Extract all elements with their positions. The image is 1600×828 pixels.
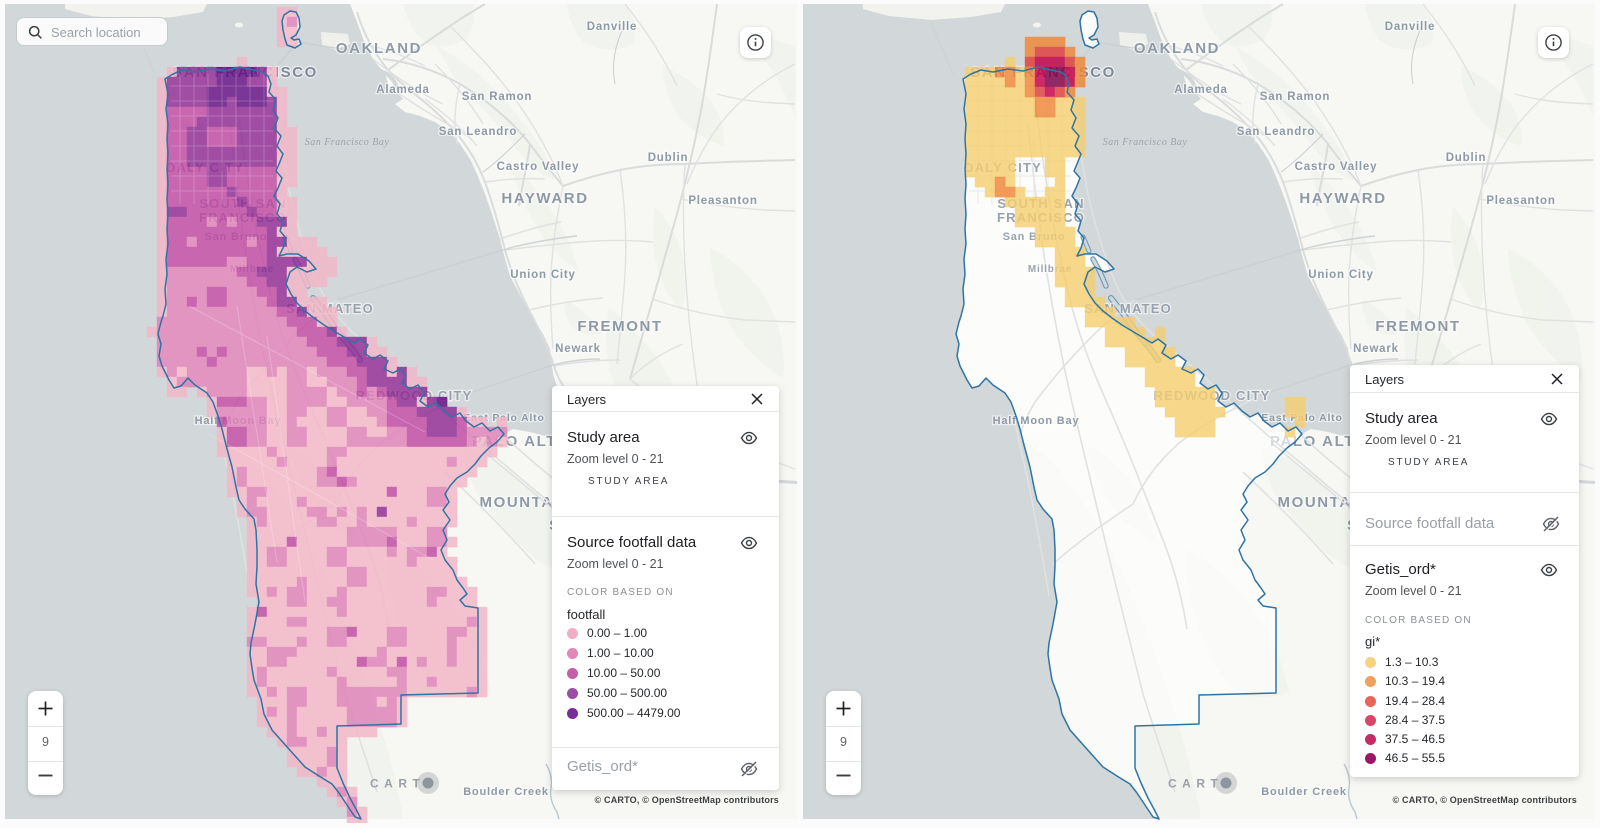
svg-text:Pleasanton: Pleasanton (688, 195, 757, 207)
svg-text:OAKLAND: OAKLAND (336, 40, 422, 57)
svg-text:Boulder Creek: Boulder Creek (463, 786, 549, 798)
svg-text:Alameda: Alameda (376, 84, 430, 96)
svg-text:Dublin: Dublin (648, 152, 689, 164)
svg-text:San Leandro: San Leandro (439, 126, 517, 138)
svg-text:Castro Valley: Castro Valley (497, 161, 580, 173)
svg-text:HAYWARD: HAYWARD (501, 190, 588, 207)
svg-text:FREMONT: FREMONT (577, 318, 662, 335)
svg-text:Danville: Danville (587, 21, 638, 33)
svg-text:Union City: Union City (510, 269, 576, 281)
svg-text:CART: CART (1168, 777, 1223, 791)
svg-text:San Ramon: San Ramon (462, 91, 532, 103)
svg-text:Newark: Newark (555, 343, 601, 355)
svg-text:San Francisco Bay: San Francisco Bay (305, 137, 390, 148)
svg-text:CART: CART (370, 777, 425, 791)
